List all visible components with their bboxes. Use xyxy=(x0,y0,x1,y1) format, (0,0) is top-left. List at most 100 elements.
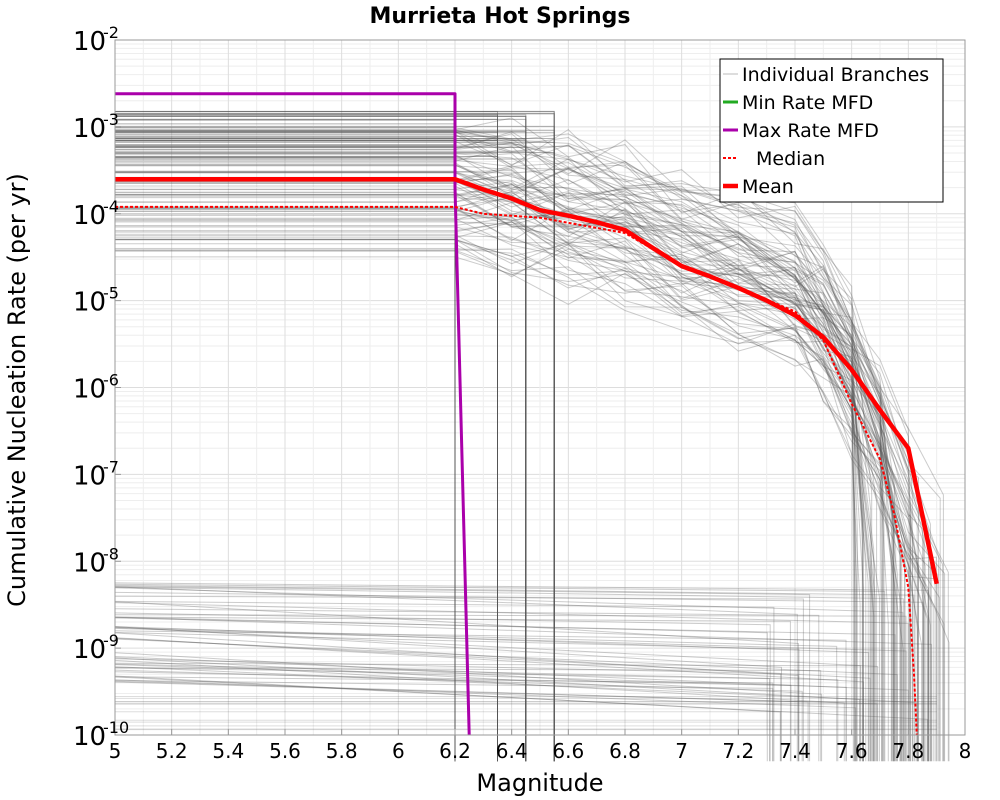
branch-line xyxy=(115,248,861,762)
branch-line xyxy=(114,656,909,762)
branch-line xyxy=(115,142,930,762)
branch-line xyxy=(114,638,898,762)
branch-line xyxy=(114,626,879,762)
branch-line xyxy=(115,131,527,762)
branch-line xyxy=(115,235,950,762)
branch-line xyxy=(115,125,555,762)
branch-line xyxy=(115,234,883,762)
branch-line xyxy=(115,172,919,762)
branch-line xyxy=(114,679,857,762)
series-line-mean xyxy=(115,176,939,585)
branch-line xyxy=(114,671,792,762)
x-tick-label: 6.4 xyxy=(496,739,528,763)
branch-line xyxy=(115,153,872,762)
branch-line xyxy=(115,239,941,762)
legend-box xyxy=(719,58,944,203)
branch-line xyxy=(115,118,498,762)
branch-line xyxy=(115,185,875,762)
branch-line xyxy=(115,162,858,762)
branch-line xyxy=(114,663,839,762)
branch-line xyxy=(115,129,856,762)
branch-line xyxy=(114,614,907,762)
y-tick-exponent: -10 xyxy=(103,718,129,737)
branch-line xyxy=(114,587,904,762)
x-tick-label: 5.2 xyxy=(156,739,188,763)
branch-line xyxy=(114,666,861,762)
branch-line xyxy=(115,165,884,762)
branch-line xyxy=(115,138,527,762)
branch-line xyxy=(114,658,782,762)
branch-line xyxy=(115,118,527,762)
branch-line xyxy=(114,632,799,762)
branch-line xyxy=(114,637,871,762)
branch-line xyxy=(115,206,938,762)
y-tick-exponent: -5 xyxy=(103,284,119,303)
branch-line xyxy=(115,152,498,762)
branch-line xyxy=(114,616,791,762)
branch-line xyxy=(114,586,798,762)
legend-label: Individual Branches xyxy=(742,64,929,86)
x-tick-label: 6.6 xyxy=(552,739,584,763)
branch-line xyxy=(115,209,880,762)
branch-line xyxy=(114,584,915,762)
branch-line xyxy=(114,608,820,762)
branch-line xyxy=(114,667,822,762)
y-axis-label: Cumulative Nucleation Rate (per yr) xyxy=(3,173,31,607)
branch-line xyxy=(114,664,847,762)
branch-line xyxy=(114,602,909,762)
branch-line xyxy=(115,249,903,762)
branch-line xyxy=(115,192,885,762)
branch-line xyxy=(115,183,919,762)
branch-line xyxy=(115,218,869,762)
series-lines xyxy=(115,92,939,736)
branch-line xyxy=(115,150,527,762)
branch-line xyxy=(114,667,770,762)
branch-line xyxy=(115,163,855,762)
branch-line xyxy=(115,214,937,762)
branch-line xyxy=(115,143,940,762)
branch-line xyxy=(115,114,527,762)
branch-line xyxy=(115,221,929,762)
branch-line xyxy=(114,662,861,762)
branch-line xyxy=(114,616,768,762)
branch-line xyxy=(115,134,941,762)
branch-line xyxy=(115,168,894,762)
branch-line xyxy=(115,243,904,762)
branch-line xyxy=(115,164,924,762)
chart-title: Murrieta Hot Springs xyxy=(370,4,631,29)
legend-label: Mean xyxy=(742,176,794,198)
branch-line xyxy=(115,170,911,762)
x-tick-label: 5.4 xyxy=(212,739,244,763)
branch-line xyxy=(114,601,799,762)
x-tick-label: 5.6 xyxy=(269,739,301,763)
branch-line xyxy=(115,156,498,762)
branch-line xyxy=(115,173,932,762)
branch-line xyxy=(115,131,498,762)
branch-line xyxy=(115,136,878,762)
x-tick-label: 7.6 xyxy=(836,739,868,763)
branch-line xyxy=(114,631,800,762)
branch-line xyxy=(115,141,555,762)
branch-line xyxy=(114,627,907,762)
branch-line xyxy=(114,582,929,762)
branch-line xyxy=(114,669,803,762)
x-tick-label: 5.8 xyxy=(326,739,358,763)
branch-line xyxy=(115,191,916,762)
branch-line xyxy=(115,208,898,762)
y-tick-exponent: -9 xyxy=(103,631,119,650)
branch-line xyxy=(114,600,775,762)
branch-line xyxy=(114,583,886,762)
branch-line xyxy=(115,138,555,762)
branch-line xyxy=(115,140,527,762)
branch-line xyxy=(115,153,884,762)
legend-label: Max Rate MFD xyxy=(742,120,879,142)
x-tick-label: 7.8 xyxy=(892,739,924,763)
y-tick-label: 10 xyxy=(73,288,106,318)
branch-line xyxy=(114,626,870,762)
branch-line xyxy=(114,681,809,762)
branch-line xyxy=(115,129,555,762)
branch-line xyxy=(115,146,527,762)
branch-line xyxy=(115,145,863,762)
branch-line xyxy=(115,140,913,762)
